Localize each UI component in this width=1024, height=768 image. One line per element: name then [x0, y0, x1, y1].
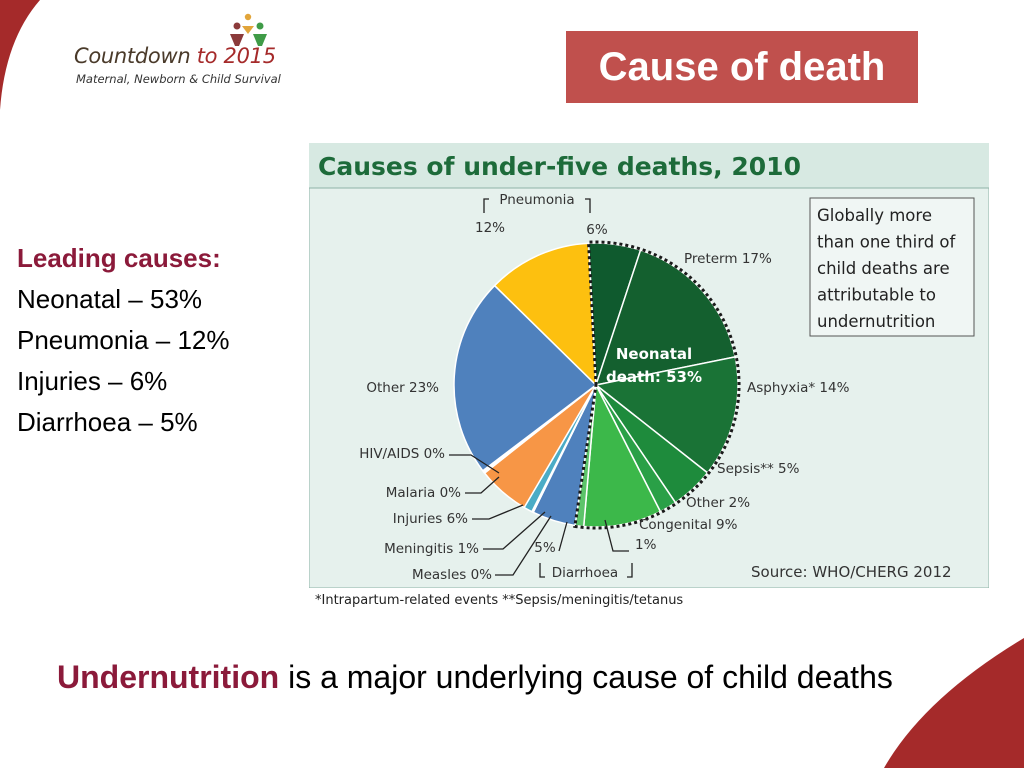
slice-label-malaria: Malaria 0% — [386, 485, 461, 501]
chart-title-band — [309, 143, 989, 188]
label-leaders — [449, 454, 629, 576]
leading-cause-item: Neonatal – 53% — [17, 284, 203, 314]
leader-line-diarrhoea — [558, 521, 568, 552]
corner-arc-top-left — [0, 0, 40, 110]
leader-line-neonatal-diarrhoea — [604, 519, 629, 552]
slice-label-neonatal-pneumonia: 6% — [586, 222, 608, 238]
source-label: Source: WHO/CHERG 2012 — [751, 563, 952, 581]
summary-statement: Undernutrition is a major underlying cau… — [57, 654, 937, 700]
summary-rest: is a major underlying cause of child dea… — [279, 659, 893, 695]
pie-chart: Causes of under-five deaths, 2010 Global… — [308, 142, 990, 589]
logo-title: Countdown to 2015 — [74, 44, 276, 68]
slice-label-hiv-aids: HIV/AIDS 0% — [359, 446, 445, 462]
neonatal-label: Neonatal — [616, 345, 692, 363]
slice-label-neonatal-diarrhoea: 1% — [635, 537, 657, 553]
diarrhoea-bracket — [539, 563, 633, 578]
slice-label-preterm: Preterm 17% — [684, 251, 772, 267]
pie-slice-pneumonia — [493, 242, 597, 387]
slice-labels: 6% Preterm 17% Asphyxia* 14% Sepsis** 5% Oth… — [359, 192, 849, 583]
slice-label-pneumonia: 12% — [475, 220, 505, 236]
slice-label-injuries: Injuries 6% — [393, 511, 468, 527]
slice-label-diarrhoea: 5% — [534, 540, 556, 556]
pie-slice-other — [453, 284, 598, 472]
annotation-box — [809, 197, 975, 337]
page-title: Cause of death — [566, 31, 918, 103]
neonatal-outline — [573, 240, 741, 530]
leader-line-meningitis — [483, 511, 546, 550]
pneumonia-group-label: Pneumonia — [499, 192, 574, 208]
slice-label-neonatal-other: Other 2% — [686, 495, 750, 511]
leading-cause-item: Pneumonia – 12% — [17, 325, 230, 355]
pneumonia-bracket — [483, 198, 591, 213]
countdown-logo: Countdown to 2015 Maternal, Newborn & Ch… — [74, 12, 314, 92]
slice-label-congenital: Congenital 9% — [639, 517, 738, 533]
summary-highlight: Undernutrition — [57, 659, 280, 695]
slice-label-asphyxia: Asphyxia* 14% — [747, 380, 850, 396]
leading-causes-list: Leading causes: Neonatal – 53% Pneumonia… — [17, 238, 229, 443]
leading-causes-heading: Leading causes: — [17, 243, 221, 273]
slice-label-measles: Measles 0% — [412, 567, 492, 583]
annotation-text: Globally more than one third of child deat… — [817, 206, 957, 331]
leader-line-injuries — [472, 504, 524, 520]
logo-subtitle: Maternal, Newborn & Child Survival — [76, 72, 281, 86]
corner-arc-bottom-right — [884, 638, 1024, 768]
chart-title: Causes of under-five deaths, 2010 — [318, 152, 801, 181]
slice-label-other: Other 23% — [366, 380, 439, 396]
slice-label-meningitis: Meningitis 1% — [384, 541, 479, 557]
leader-line-hiv-aids — [449, 454, 500, 474]
leading-cause-item: Injuries – 6% — [17, 366, 168, 396]
pie-slices — [453, 242, 739, 528]
footnote: *Intrapartum-related events **Sepsis/men… — [315, 593, 684, 608]
logo-figures-icon — [230, 13, 267, 46]
leading-cause-item: Diarrhoea – 5% — [17, 407, 198, 437]
pie-chart-figure: Causes of under-five deaths, 2010 Global… — [308, 142, 990, 589]
slice-label-sepsis: Sepsis** 5% — [717, 461, 800, 477]
neonatal-label: death: 53% — [606, 368, 702, 386]
leader-line-malaria — [465, 476, 500, 494]
diarrhoea-group-label: Diarrhoea — [552, 565, 618, 581]
leader-line-measles — [495, 515, 552, 576]
